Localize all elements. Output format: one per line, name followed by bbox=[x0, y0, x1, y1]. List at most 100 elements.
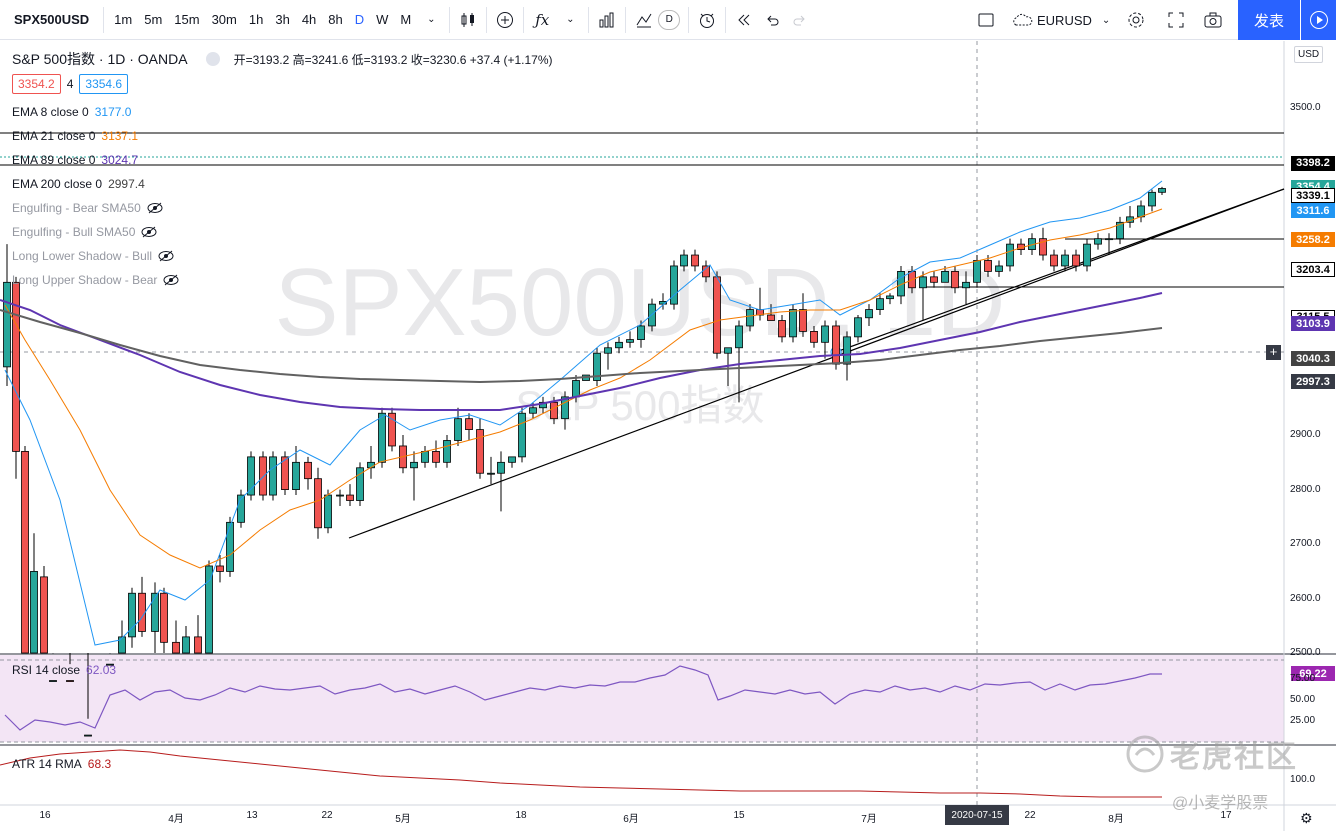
rsi-tick: 25.00 bbox=[1290, 714, 1316, 726]
timeframe-group: 1m 5m 15m 30m 1h 3h 4h 8h D W M bbox=[108, 12, 417, 27]
replay-icon[interactable] bbox=[730, 6, 758, 34]
layout-square-icon[interactable] bbox=[972, 6, 1000, 34]
candle-body bbox=[226, 521, 234, 572]
timeframe-8h[interactable]: 8h bbox=[328, 12, 343, 27]
eye-hidden-icon[interactable] bbox=[147, 202, 163, 214]
rsi-label: RSI 14 close bbox=[12, 663, 81, 677]
candle-body bbox=[432, 451, 440, 463]
candle-body bbox=[172, 641, 180, 654]
eye-hidden-icon[interactable] bbox=[141, 226, 157, 238]
timeframe-3h[interactable]: 3h bbox=[275, 12, 290, 27]
eye-hidden-icon[interactable] bbox=[163, 274, 179, 286]
ask-price[interactable]: 3354.6 bbox=[79, 74, 129, 94]
indicator-legend-row[interactable]: EMA 200 close 0 2997.4 bbox=[12, 177, 145, 191]
candle-body bbox=[40, 576, 48, 654]
hidden-indicator-row[interactable]: Engulfing - Bear SMA50 bbox=[12, 201, 163, 215]
bid-price[interactable]: 3354.2 bbox=[12, 74, 61, 94]
candle-body bbox=[151, 592, 159, 632]
compare-symbol-label: EURUSD bbox=[1037, 12, 1092, 28]
indicator-chip[interactable]: D bbox=[658, 9, 681, 30]
symbol-search[interactable]: SPX500USD bbox=[14, 12, 90, 27]
eye-hidden-icon[interactable] bbox=[158, 250, 174, 262]
atr-legend: ATR 14 RMA 68.3 bbox=[12, 757, 111, 771]
chart-title-row: S&P 500指数 · 1D · OANDA 开=3193.2 高=3241.6… bbox=[12, 49, 552, 69]
atr-value: 68.3 bbox=[87, 757, 112, 771]
timeframe-5m[interactable]: 5m bbox=[144, 12, 163, 27]
timeframe-1m[interactable]: 1m bbox=[114, 12, 133, 27]
compare-add-icon[interactable] bbox=[491, 6, 519, 34]
price-label: 3203.4 bbox=[1291, 262, 1335, 278]
candle-body bbox=[194, 636, 202, 654]
hidden-indicator-row[interactable]: Long Upper Shadow - Bear bbox=[12, 273, 179, 287]
candle-body bbox=[465, 418, 473, 430]
more-dots-icon[interactable] bbox=[205, 52, 220, 66]
compare-symbol[interactable]: EURUSD ⌄ bbox=[1011, 0, 1110, 40]
gear-icon[interactable] bbox=[1122, 6, 1150, 34]
candle-body bbox=[572, 380, 580, 398]
candle-body bbox=[138, 592, 146, 632]
timeframe-M[interactable]: M bbox=[400, 12, 412, 27]
candle-body bbox=[746, 309, 754, 327]
indicator-legend-row[interactable]: EMA 89 close 0 3024.7 bbox=[12, 153, 138, 167]
divider bbox=[449, 6, 451, 33]
timeframe-1h[interactable]: 1h bbox=[248, 12, 264, 27]
candle-body bbox=[281, 456, 289, 490]
hidden-indicator-row[interactable]: Engulfing - Bull SMA50 bbox=[12, 225, 157, 239]
rsi-tick: 50.00 bbox=[1290, 693, 1316, 705]
time-settings-icon[interactable]: ⚙ bbox=[1300, 810, 1313, 826]
candle-body bbox=[292, 461, 300, 491]
candle-body bbox=[1061, 254, 1069, 267]
fullscreen-icon[interactable] bbox=[1162, 6, 1190, 34]
chevron-down-icon[interactable]: ⌄ bbox=[427, 14, 436, 25]
crosshair-add-icon[interactable]: + bbox=[1266, 345, 1281, 360]
publish-button[interactable]: 发表 bbox=[1238, 0, 1300, 40]
timeframe-30m[interactable]: 30m bbox=[211, 12, 237, 27]
indicator-label: EMA 200 close 0 bbox=[12, 177, 103, 191]
time-tick: 22 bbox=[1024, 810, 1036, 821]
candle-body bbox=[941, 270, 949, 283]
chart-canvas[interactable]: SPX500USD, 1DS&P 500指数 bbox=[0, 41, 1336, 831]
timeframe-D[interactable]: D bbox=[354, 12, 365, 27]
indicator-legend-row[interactable]: EMA 21 close 0 3137.1 bbox=[12, 129, 138, 143]
indicator-legend-row[interactable]: EMA 8 close 0 3177.0 bbox=[12, 105, 131, 119]
hidden-indicator-row[interactable]: Long Lower Shadow - Bull bbox=[12, 249, 174, 263]
timeframe-W[interactable]: W bbox=[376, 12, 389, 27]
trend-line bbox=[835, 188, 1285, 353]
time-tick: 4月 bbox=[168, 814, 184, 825]
candle-body bbox=[604, 347, 612, 354]
candle-body bbox=[421, 451, 429, 463]
time-tick: 6月 bbox=[623, 814, 639, 825]
strategy-icon[interactable] bbox=[630, 6, 658, 34]
candle-body bbox=[865, 309, 873, 319]
divider bbox=[625, 6, 627, 33]
indicator-value: 2997.4 bbox=[108, 177, 145, 191]
candle-body bbox=[346, 494, 354, 501]
candle-body bbox=[1050, 254, 1058, 267]
candle-body bbox=[1006, 243, 1014, 267]
indicators-icon[interactable]: ƒx bbox=[535, 10, 550, 29]
divider bbox=[486, 6, 488, 33]
alert-clock-icon[interactable] bbox=[693, 6, 721, 34]
candle-body bbox=[128, 592, 136, 638]
timeframe-4h[interactable]: 4h bbox=[301, 12, 317, 27]
camera-icon[interactable] bbox=[1199, 6, 1227, 34]
candle-body bbox=[724, 347, 732, 354]
financials-icon[interactable] bbox=[593, 6, 621, 34]
candle-body bbox=[561, 396, 569, 420]
chevron-down-icon[interactable]: ⌄ bbox=[566, 14, 575, 25]
candle-body bbox=[410, 461, 418, 469]
candle-body bbox=[518, 412, 526, 458]
play-button[interactable] bbox=[1300, 0, 1336, 40]
timeframe-15m[interactable]: 15m bbox=[174, 12, 200, 27]
undo-icon[interactable] bbox=[758, 6, 786, 34]
candle-body bbox=[356, 467, 364, 501]
redo-icon[interactable] bbox=[786, 6, 814, 34]
candle-body bbox=[615, 341, 623, 349]
candle-body bbox=[832, 325, 840, 365]
currency-label[interactable]: USD bbox=[1294, 46, 1324, 63]
candle-style-icon[interactable] bbox=[454, 6, 482, 34]
hidden-indicator-label: Engulfing - Bull SMA50 bbox=[12, 225, 136, 239]
candle-body bbox=[336, 494, 344, 497]
tiger-logo-icon bbox=[1126, 735, 1164, 773]
candle-body bbox=[3, 281, 11, 368]
